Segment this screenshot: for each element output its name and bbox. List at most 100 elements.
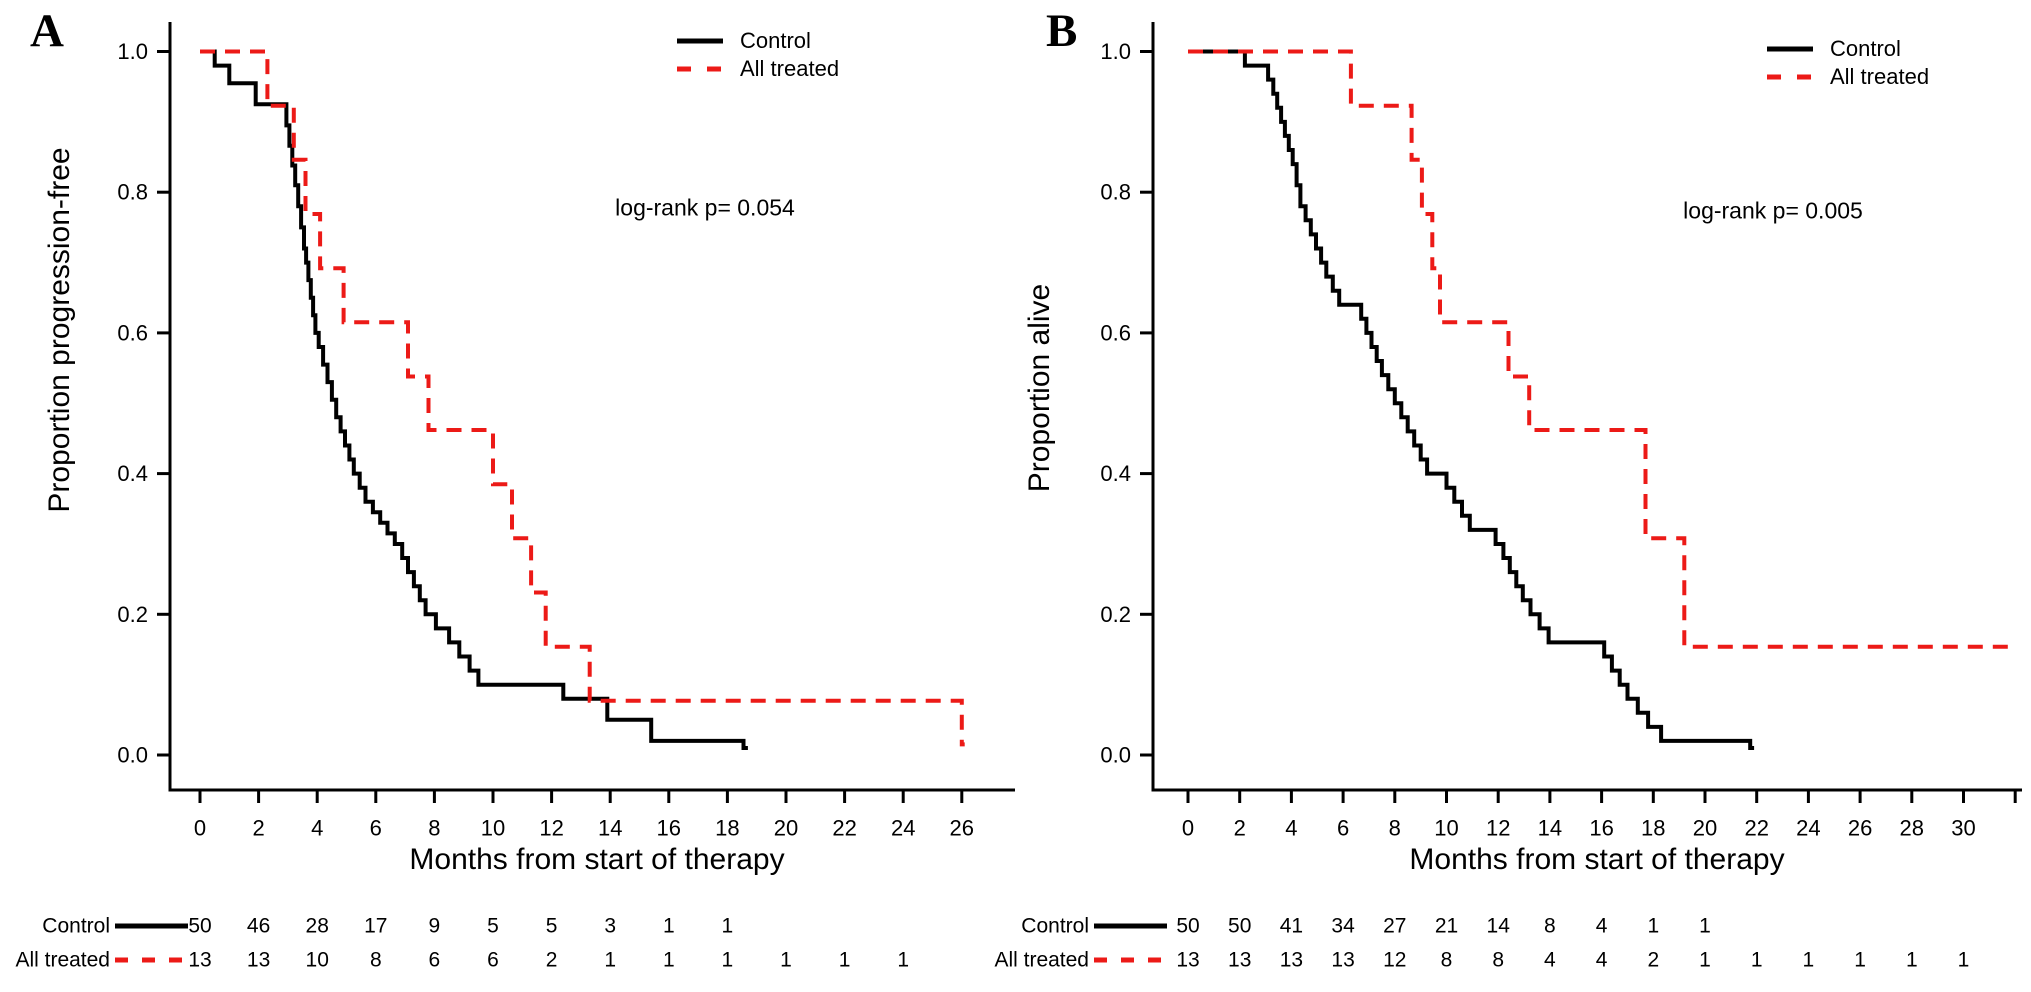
risk-count: 13 bbox=[1228, 949, 1251, 972]
risk-count: 41 bbox=[1280, 915, 1303, 938]
risk-count: 6 bbox=[487, 949, 499, 972]
risk-count: 12 bbox=[1383, 949, 1406, 972]
panel-b-logrank-annotation: log-rank p= 0.005 bbox=[1683, 197, 1863, 224]
risk-count: 1 bbox=[1699, 915, 1711, 938]
x-tick-label: 22 bbox=[832, 816, 856, 841]
risk-count: 2 bbox=[1647, 949, 1659, 972]
risk-count: 3 bbox=[604, 915, 616, 938]
risk-count: 17 bbox=[364, 915, 387, 938]
risk-count: 27 bbox=[1383, 915, 1406, 938]
legend-solid-line-icon bbox=[677, 38, 723, 44]
risk-count: 1 bbox=[839, 949, 851, 972]
panel-b-x-axis-title: Months from start of therapy bbox=[1409, 843, 1785, 876]
risk-count: 1 bbox=[663, 949, 675, 972]
risk-count: 14 bbox=[1487, 915, 1511, 938]
y-tick-label: 0.2 bbox=[117, 602, 148, 627]
risk-count: 1 bbox=[1958, 949, 1970, 972]
risk-count: 1 bbox=[663, 915, 675, 938]
km-curve-control bbox=[1188, 49, 1755, 750]
x-tick-label: 22 bbox=[1744, 816, 1768, 841]
risk-count: 1 bbox=[1699, 949, 1711, 972]
y-tick-label: 0.4 bbox=[1100, 461, 1131, 486]
risk-count: 13 bbox=[1280, 949, 1303, 972]
risk-count: 13 bbox=[247, 949, 270, 972]
risk-row-label: Control bbox=[42, 915, 110, 938]
legend-label-all-treated: All treated bbox=[740, 56, 840, 81]
x-tick-label: 20 bbox=[1693, 816, 1717, 841]
risk-count: 8 bbox=[1492, 949, 1504, 972]
risk-count: 1 bbox=[722, 949, 734, 972]
x-tick-label: 14 bbox=[1538, 816, 1562, 841]
panel-a-logrank-annotation: log-rank p= 0.054 bbox=[615, 194, 795, 221]
legend-label-control: Control bbox=[1830, 36, 1901, 61]
x-tick-label: 12 bbox=[1486, 816, 1510, 841]
panel-a-x-axis-title: Months from start of therapy bbox=[409, 843, 785, 876]
x-tick-label: 8 bbox=[1389, 816, 1401, 841]
risk-count: 4 bbox=[1596, 915, 1608, 938]
x-tick-label: 30 bbox=[1951, 816, 1975, 841]
legend-dashed-line-icon bbox=[677, 66, 723, 72]
risk-count: 9 bbox=[429, 915, 441, 938]
risk-count: 13 bbox=[1331, 949, 1354, 972]
risk-count: 1 bbox=[897, 949, 909, 972]
risk-count: 8 bbox=[370, 949, 382, 972]
x-tick-label: 2 bbox=[1234, 816, 1246, 841]
x-tick-label: 4 bbox=[311, 816, 323, 841]
risk-count: 46 bbox=[247, 915, 270, 938]
x-tick-label: 16 bbox=[1589, 816, 1613, 841]
x-tick-label: 6 bbox=[370, 816, 382, 841]
panel-b-y-axis-title: Proportion alive bbox=[1023, 283, 1056, 493]
x-tick-label: 14 bbox=[598, 816, 622, 841]
y-tick-label: 0.2 bbox=[1100, 602, 1131, 627]
legend-row-control: Control bbox=[676, 27, 839, 55]
risk-count: 13 bbox=[188, 949, 211, 972]
y-tick-label: 0.8 bbox=[117, 180, 148, 205]
risk-count: 50 bbox=[1228, 915, 1251, 938]
risk-count: 1 bbox=[722, 915, 734, 938]
x-tick-label: 24 bbox=[891, 816, 915, 841]
x-tick-label: 4 bbox=[1285, 816, 1297, 841]
risk-count: 4 bbox=[1596, 949, 1608, 972]
km-curve-all-treated bbox=[1188, 49, 2010, 649]
x-tick-label: 10 bbox=[1434, 816, 1458, 841]
x-tick-label: 2 bbox=[252, 816, 264, 841]
x-tick-label: 8 bbox=[428, 816, 440, 841]
legend-label-all-treated: All treated bbox=[1830, 64, 1930, 89]
km-curve-control bbox=[200, 49, 748, 750]
risk-count: 21 bbox=[1435, 915, 1458, 938]
risk-count: 1 bbox=[1751, 949, 1763, 972]
x-tick-label: 18 bbox=[1641, 816, 1665, 841]
risk-count: 4 bbox=[1544, 949, 1556, 972]
x-tick-label: 12 bbox=[539, 816, 563, 841]
x-tick-label: 0 bbox=[194, 816, 206, 841]
legend-solid-line-icon bbox=[1767, 46, 1813, 52]
x-tick-label: 24 bbox=[1796, 816, 1820, 841]
panel-a-letter: A bbox=[30, 5, 64, 57]
x-tick-label: 16 bbox=[657, 816, 681, 841]
x-tick-label: 28 bbox=[1900, 816, 1924, 841]
risk-count: 5 bbox=[487, 915, 499, 938]
y-tick-label: 0.0 bbox=[1100, 743, 1131, 768]
risk-count: 6 bbox=[429, 949, 441, 972]
risk-row-label: All treated bbox=[994, 949, 1089, 972]
x-tick-label: 26 bbox=[1848, 816, 1872, 841]
risk-row-label: All treated bbox=[15, 949, 110, 972]
x-tick-label: 10 bbox=[481, 816, 505, 841]
risk-count: 8 bbox=[1441, 949, 1453, 972]
panel-b-letter: B bbox=[1046, 5, 1078, 57]
y-tick-label: 0.0 bbox=[117, 743, 148, 768]
x-tick-label: 0 bbox=[1182, 816, 1194, 841]
km-curve-all-treated bbox=[200, 49, 965, 747]
y-tick-label: 0.6 bbox=[117, 320, 148, 345]
risk-count: 13 bbox=[1176, 949, 1199, 972]
y-tick-label: 0.4 bbox=[117, 461, 148, 486]
risk-count: 5 bbox=[546, 915, 558, 938]
risk-count: 10 bbox=[306, 949, 329, 972]
legend-row-all-treated: All treated bbox=[1766, 63, 1929, 91]
y-tick-label: 1.0 bbox=[1100, 39, 1131, 64]
risk-count: 50 bbox=[1176, 915, 1199, 938]
risk-count: 1 bbox=[1803, 949, 1815, 972]
risk-count: 8 bbox=[1544, 915, 1556, 938]
